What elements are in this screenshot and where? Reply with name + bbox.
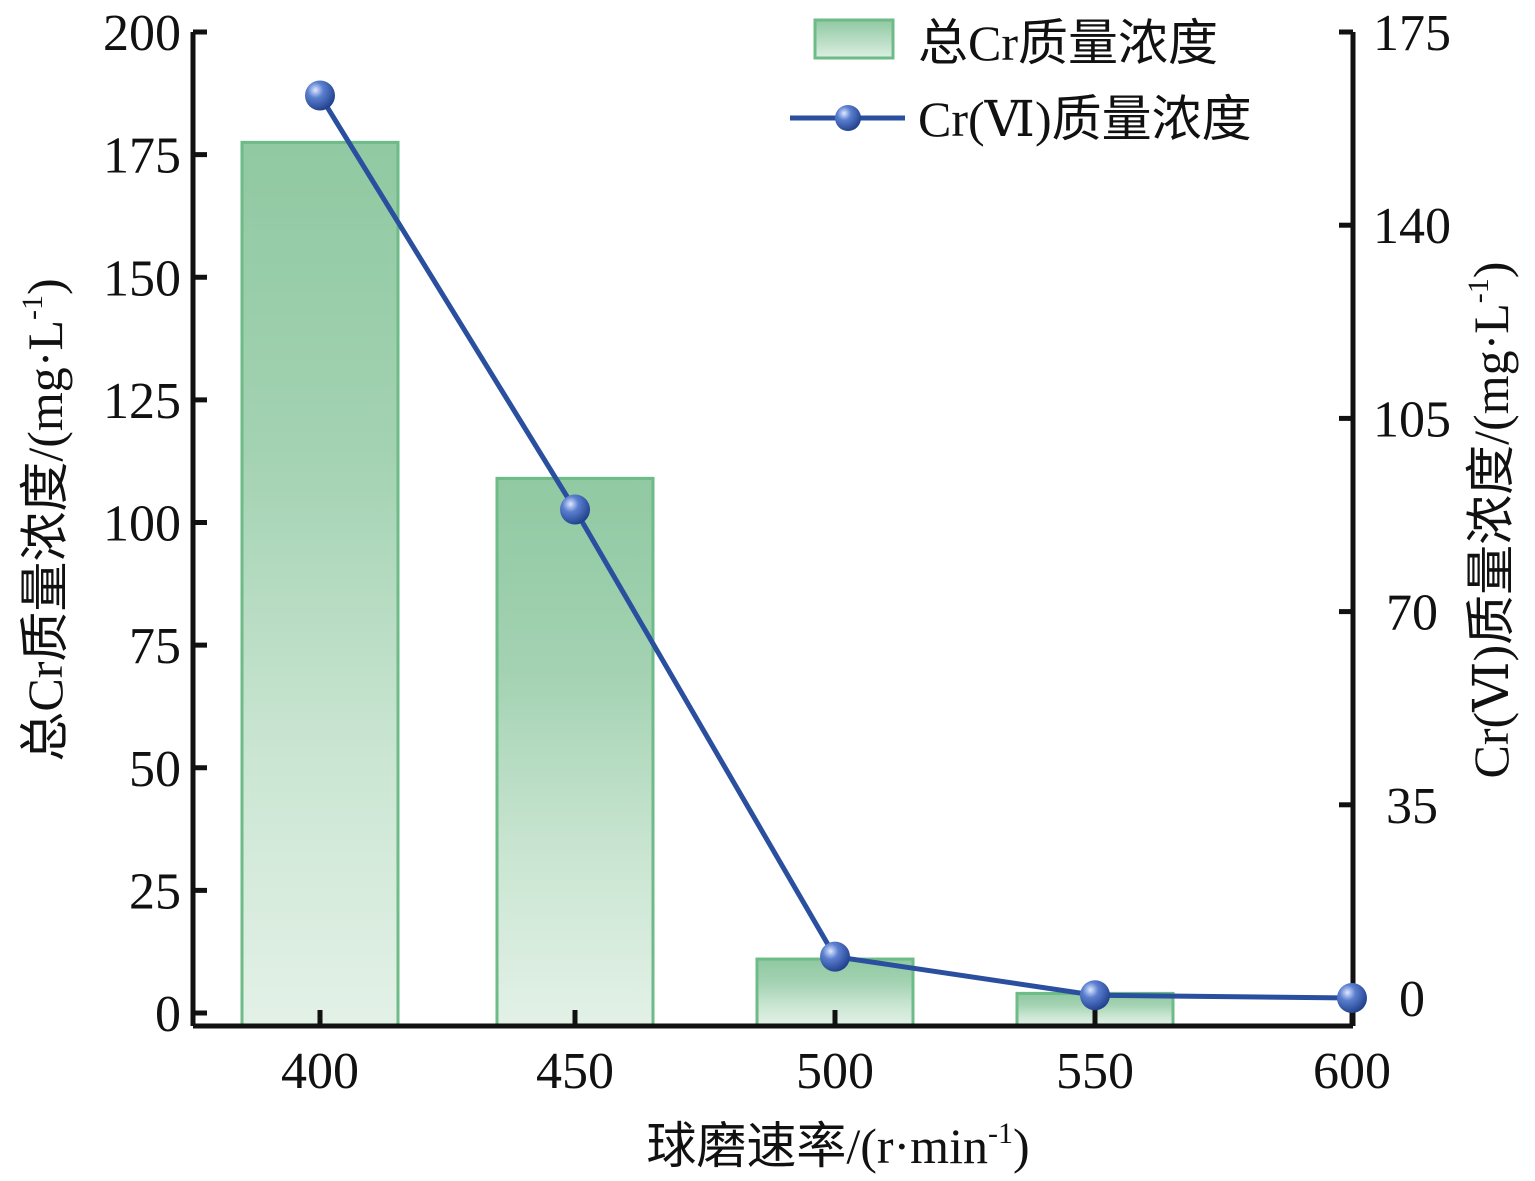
left-tick-label: 100 (103, 496, 181, 553)
right-tick-label: 140 (1373, 198, 1451, 255)
left-axis-title: 总Cr质量浓度/(mg·L-1) (16, 278, 73, 761)
x-tick-label-500: 500 (796, 1043, 874, 1100)
left-tick-label: 75 (129, 618, 181, 675)
left-tick-label: 125 (103, 373, 181, 430)
left-tick-label: 175 (103, 128, 181, 185)
bar-400 (240, 140, 400, 1028)
right-tick-label: 70 (1386, 585, 1438, 642)
cr6-point-500 (820, 941, 850, 972)
cr6-point-400 (305, 80, 335, 111)
legend-bar-swatch (813, 18, 895, 60)
legend-line-label: Cr(Ⅵ)质量浓度 (918, 91, 1252, 147)
x-tick-labels: 400 450 500 550 600 (281, 1043, 1391, 1100)
left-tick-label: 200 (103, 5, 181, 62)
legend-line-marker (835, 105, 861, 131)
left-tick-label: 50 (129, 741, 181, 798)
line-series-group (305, 80, 1367, 1013)
cr6-point-600 (1337, 983, 1367, 1013)
legend: 总Cr质量浓度 Cr(Ⅵ)质量浓度 (790, 15, 1252, 147)
left-tick-labels: 0 25 50 75 100 125 150 175 200 (103, 5, 181, 1043)
bars-group (240, 140, 1175, 1028)
x-tick-label-400: 400 (281, 1043, 359, 1100)
right-tick-label: 105 (1373, 391, 1451, 448)
left-tick-label: 25 (129, 863, 181, 920)
cr6-line (317, 94, 1353, 1001)
right-tick-labels: 0 35 70 105 140 175 (1373, 5, 1451, 1028)
cr6-point-550 (1080, 980, 1110, 1011)
bar-450 (495, 476, 655, 1028)
cr6-point-450 (560, 494, 590, 525)
x-tick-label-550: 550 (1056, 1043, 1134, 1100)
right-tick-label: 175 (1373, 5, 1451, 62)
right-axis-title: Cr(Ⅵ)质量浓度/(mg·L-1) (1462, 262, 1519, 779)
right-tick-label: 0 (1399, 971, 1425, 1028)
left-tick-label: 0 (155, 986, 181, 1043)
axes-group (190, 29, 1356, 1029)
legend-bar-label: 总Cr质量浓度 (918, 15, 1218, 71)
left-tick-label: 150 (103, 250, 181, 307)
x-tick-label-600: 600 (1313, 1043, 1391, 1100)
x-tick-label-450: 450 (536, 1043, 614, 1100)
right-tick-label: 35 (1386, 778, 1438, 835)
x-axis-title: 球磨速率/(r·min-1) (646, 1117, 1029, 1174)
